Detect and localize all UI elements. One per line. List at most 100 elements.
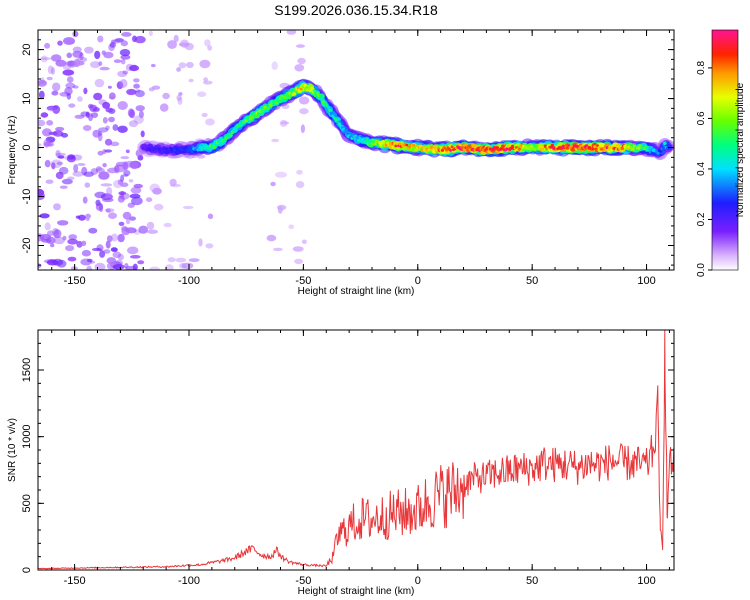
heatmap-noise-cell: [55, 171, 64, 180]
heatmap-noise-cell: [134, 90, 145, 98]
heatmap-noise-cell: [75, 215, 81, 219]
heatmap-noise-cell: [66, 155, 76, 163]
heatmap-ridge-cell: [405, 143, 409, 147]
heatmap-noise-cell: [297, 57, 306, 65]
heatmap-noise-cell: [66, 52, 73, 59]
heatmap-noise-cell: [169, 178, 177, 187]
heatmap-noise-cell: [201, 112, 208, 118]
heatmap-ridge-cell: [313, 90, 317, 94]
heatmap-noise-cell: [295, 181, 305, 189]
heatmap-ridge-cell: [207, 147, 211, 150]
heatmap-noise-cell: [91, 112, 99, 118]
heatmap-noise-cell: [197, 91, 207, 97]
heatmap-noise-cell: [65, 245, 75, 252]
heatmap-noise-cell: [106, 235, 113, 243]
heatmap-noise-cell: [56, 161, 64, 166]
y-tick-label: 1500: [21, 358, 33, 382]
heatmap-noise-cell: [38, 263, 42, 269]
heatmap-ridge-cell: [530, 144, 534, 148]
x-tick-label: -100: [178, 575, 200, 587]
heatmap-ridge-cell: [261, 109, 265, 113]
heatmap-noise-cell: [62, 235, 67, 241]
heatmap-noise-cell: [114, 165, 120, 174]
heatmap-noise-cell: [129, 254, 141, 259]
heatmap-noise-cell: [205, 118, 215, 126]
heatmap-noise-cell: [86, 258, 93, 263]
heatmap-ridge-cell: [329, 109, 333, 112]
x-tick-label: -150: [64, 275, 86, 287]
heatmap-noise-cell: [60, 132, 69, 138]
heatmap-noise-cell: [39, 234, 52, 241]
heatmap-ridge-cell: [449, 149, 453, 152]
snr-series-line: [38, 330, 674, 570]
heatmap-ridge-cell: [149, 145, 154, 149]
heatmap-noise-cell: [131, 196, 143, 206]
heatmap-noise-cell: [101, 50, 107, 55]
spectrogram-y-axis-label: Frequency (Hz): [7, 116, 18, 185]
heatmap-ridge-cell: [319, 96, 324, 101]
heatmap-noise-cell: [73, 58, 81, 68]
heatmap-ridge-cell: [539, 147, 543, 151]
heatmap-noise-cell: [100, 183, 113, 187]
heatmap-noise-cell: [52, 130, 64, 137]
heatmap-noise-cell: [129, 109, 136, 119]
y-tick-label: 0: [21, 567, 33, 573]
colorbar-tick-label: 0.4: [696, 162, 707, 176]
heatmap-noise-cell: [97, 150, 104, 156]
heatmap-noise-cell: [134, 35, 146, 44]
heatmap-noise-cell: [82, 125, 92, 131]
heatmap-noise-cell: [204, 39, 211, 47]
heatmap-noise-cell: [292, 246, 304, 252]
heatmap-noise-cell: [131, 64, 138, 70]
heatmap-noise-cell: [128, 179, 134, 183]
heatmap-noise-cell: [180, 39, 189, 48]
heatmap-noise-cell: [55, 59, 67, 67]
heatmap-noise-cell: [42, 128, 52, 137]
colorbar-tick-label: 0.8: [696, 61, 707, 75]
heatmap-noise-cell: [50, 159, 62, 168]
heatmap-noise-cell: [62, 64, 72, 70]
heatmap-noise-cell: [40, 55, 48, 63]
heatmap-noise-cell: [67, 256, 77, 262]
heatmap-ridge-cell: [644, 145, 648, 149]
heatmap-marks: [38, 30, 674, 270]
heatmap-noise-cell: [102, 163, 107, 168]
heatmap-noise-cell: [280, 121, 290, 125]
heatmap-noise-cell: [72, 171, 84, 177]
heatmap-ridge-cell: [365, 138, 369, 142]
heatmap-noise-cell: [94, 78, 105, 88]
heatmap-noise-cell: [55, 152, 66, 156]
heatmap-noise-cell: [81, 240, 87, 246]
heatmap-noise-cell: [85, 218, 90, 221]
snr-y-axis-label: SNR (10 * v/v): [7, 418, 18, 482]
heatmap-noise-cell: [159, 103, 169, 112]
heatmap-noise-cell: [117, 253, 124, 261]
heatmap-noise-cell: [207, 213, 214, 220]
heatmap-ridge-cell: [373, 142, 377, 146]
heatmap-noise-cell: [298, 96, 310, 105]
heatmap-noise-cell: [175, 257, 187, 263]
heatmap-noise-cell: [146, 229, 159, 234]
heatmap-ridge-cell: [280, 94, 284, 98]
x-tick-label: -50: [295, 575, 311, 587]
heatmap-noise-cell: [127, 246, 139, 255]
heatmap-noise-cell: [120, 182, 129, 187]
heatmap-ridge-cell: [200, 147, 204, 151]
heatmap-noise-cell: [44, 42, 51, 49]
heatmap-noise-cell: [181, 262, 194, 269]
heatmap-ridge-cell: [372, 140, 376, 144]
heatmap-ridge-cell: [218, 141, 222, 144]
heatmap-noise-cell: [97, 35, 104, 43]
heatmap-noise-cell: [83, 87, 88, 95]
snr-x-axis-label: Height of straight line (km): [298, 586, 415, 597]
heatmap-noise-cell: [111, 233, 118, 242]
heatmap-noise-cell: [102, 197, 114, 203]
heatmap-noise-cell: [152, 187, 162, 195]
heatmap-noise-cell: [199, 59, 211, 69]
heatmap-noise-cell: [106, 257, 117, 264]
x-tick-label: 0: [415, 275, 421, 287]
heatmap-ridge-cell: [361, 137, 365, 142]
heatmap-ridge-cell: [420, 148, 424, 152]
heatmap-noise-cell: [94, 50, 101, 60]
